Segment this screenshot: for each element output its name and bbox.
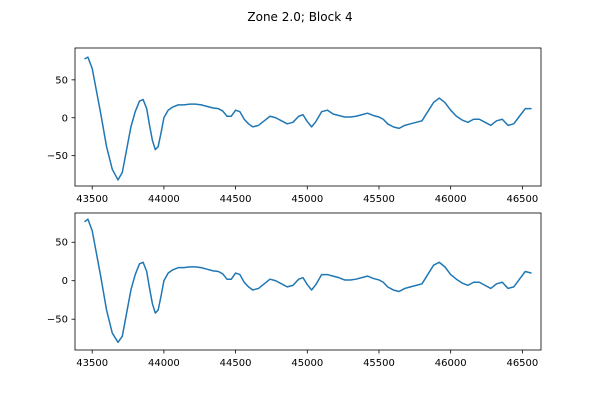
bottom-plot-x-tick-label: 45000	[291, 358, 323, 369]
bottom-plot-x-tick-label: 46000	[435, 358, 467, 369]
bottom-plot-frame	[74, 212, 542, 351]
top-plot-frame	[74, 47, 542, 187]
bottom-plot-y-tick-label: −50	[47, 315, 68, 326]
top-plot-y-tick-label: 0	[62, 113, 68, 124]
bottom-plot-x-tick-label: 44500	[220, 358, 252, 369]
bottom-plot-y-tick-label: 50	[55, 238, 68, 249]
top-plot-x-tick-label: 45500	[363, 194, 395, 205]
top-plot-series-line	[84, 56, 532, 181]
top-plot-x-tick-label: 43500	[76, 194, 108, 205]
top-plot-x-tick-label: 45000	[291, 194, 323, 205]
bottom-plot-x-tick-label: 46500	[506, 358, 538, 369]
top-plot-y-tick-label: −50	[47, 151, 68, 162]
bottom-plot-x-tick-label: 44000	[148, 358, 180, 369]
top-plot-x-tick-label: 44000	[148, 194, 180, 205]
top-plot-y-tick-label: 50	[55, 75, 68, 86]
top-plot: 43500 44000 44500 45000 45500 46000 46500 −50 0 5…	[47, 47, 542, 205]
bottom-plot-x-tick-label: 43500	[76, 358, 108, 369]
top-plot-x-tick-label: 44500	[220, 194, 252, 205]
top-plot-x-tick-label: 46000	[435, 194, 467, 205]
figure-suptitle: Zone 2.0; Block 4	[247, 10, 352, 24]
bottom-plot-y-tick-label: 0	[62, 276, 68, 287]
bottom-plot-x-tick-label: 45500	[363, 358, 395, 369]
bottom-plot: 43500 44000 44500 45000 45500 46000 46500 −50 0 5…	[47, 212, 542, 369]
bottom-plot-series-line	[84, 218, 532, 344]
top-plot-x-tick-label: 46500	[506, 194, 538, 205]
